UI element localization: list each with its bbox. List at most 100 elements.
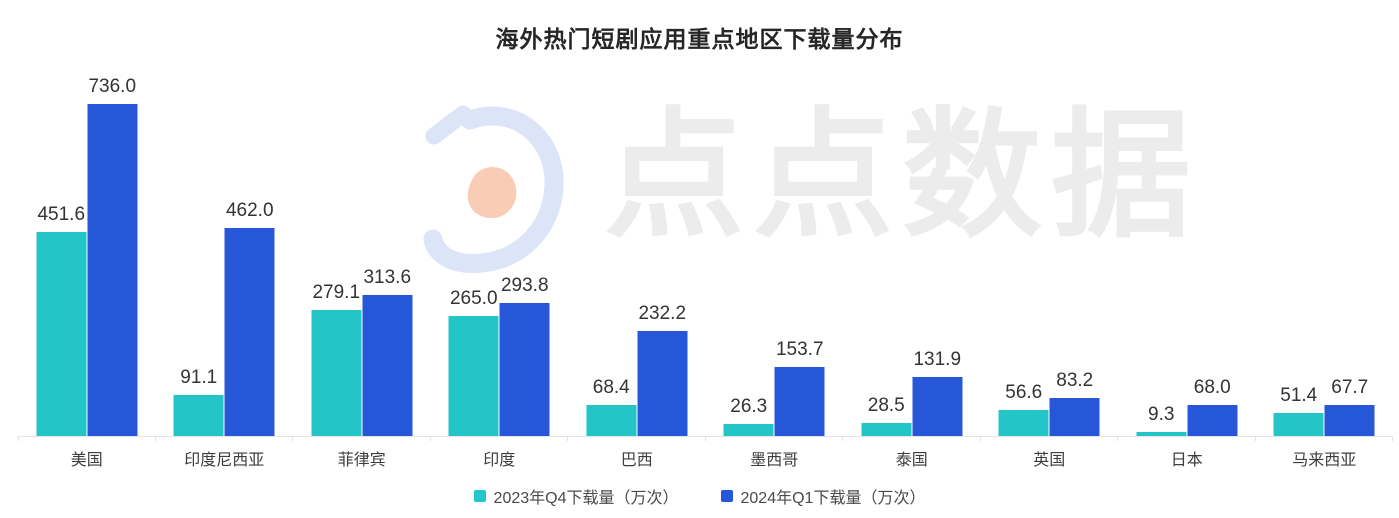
legend: 2023年Q4下载量（万次） 2024年Q1下载量（万次）: [0, 484, 1399, 508]
value-label: 9.3: [1148, 403, 1175, 425]
bar-column: 313.6: [362, 266, 413, 436]
bar-2023-q4: [1273, 412, 1324, 436]
bar-column: 91.1: [173, 366, 224, 436]
value-label: 265.0: [449, 288, 498, 310]
legend-label: 2024年Q1下载量（万次）: [740, 490, 926, 507]
chart-title: 海外热门短剧应用重点地区下载量分布: [495, 26, 904, 52]
bar-2023-q4: [998, 410, 1049, 436]
bar-2024-q1: [87, 104, 138, 436]
bar-column: 462.0: [224, 200, 275, 436]
bar-2024-q1: [499, 303, 550, 436]
value-label: 279.1: [312, 282, 361, 304]
category-group: 56.6 83.2 英国: [981, 100, 1118, 469]
bar-2023-q4: [36, 232, 87, 436]
bar-column: 51.4: [1273, 385, 1324, 436]
value-label: 56.6: [1005, 382, 1043, 404]
bar-2024-q1: [1049, 398, 1100, 436]
bar-group: 68.4 232.2: [586, 303, 688, 436]
value-label: 68.0: [1193, 377, 1231, 399]
value-label: 153.7: [775, 338, 824, 360]
category-label: 巴西: [620, 452, 653, 469]
bar-2023-q4: [1136, 431, 1187, 436]
bar-column: 279.1: [311, 282, 362, 436]
value-label: 313.6: [363, 266, 412, 288]
bar-2024-q1: [774, 366, 825, 436]
axis-tick: [154, 436, 156, 441]
axis-tick: [842, 436, 843, 441]
category-group: 265.0 293.8 印度: [431, 100, 568, 469]
bar-group: 28.5 131.9: [861, 348, 963, 436]
category-group: 68.4 232.2 巴西: [568, 100, 706, 469]
category-group: 279.1 313.6 菲律宾: [293, 100, 431, 469]
axis-tick: [979, 436, 981, 441]
bar-column: 153.7: [774, 338, 825, 436]
bar-group: 56.6 83.2: [998, 370, 1100, 436]
value-label: 83.2: [1056, 370, 1094, 392]
axis-tick: [18, 436, 19, 441]
bar-2024-q1: [1324, 405, 1375, 436]
bar-column: 232.2: [637, 303, 688, 436]
category-label: 墨西哥: [750, 452, 799, 469]
bar-2024-q1: [362, 294, 413, 436]
bar-column: 56.6: [998, 382, 1049, 436]
axis-tick: [292, 436, 293, 441]
value-label: 232.2: [638, 303, 687, 325]
axis-tick: [1392, 436, 1393, 441]
bar-group: 265.0 293.8: [448, 275, 550, 436]
plot-area: 451.6 736.0 美国 91.1 462.0 印度尼西亚 279.1 313.6 菲律宾 2…: [18, 76, 1393, 469]
bar-2023-q4: [173, 394, 224, 436]
bar-column: 265.0: [448, 288, 499, 436]
category-group: 28.5 131.9 泰国: [843, 100, 981, 469]
category-group: 26.3 153.7 墨西哥: [706, 100, 843, 469]
bar-2024-q1: [1187, 405, 1238, 436]
category-group: 91.1 462.0 印度尼西亚: [156, 100, 293, 469]
bar-column: 83.2: [1049, 370, 1100, 436]
value-label: 736.0: [88, 76, 137, 97]
value-label: 131.9: [913, 348, 962, 370]
bar-group: 279.1 313.6: [311, 266, 413, 436]
bar-2023-q4: [586, 405, 637, 436]
legend-item-2024-q1: 2024年Q1下载量（万次）: [720, 484, 926, 508]
bar-group: 451.6 736.0: [36, 76, 138, 436]
category-label: 菲律宾: [337, 452, 386, 469]
bar-2023-q4: [723, 424, 774, 436]
category-label: 印度尼西亚: [184, 452, 265, 469]
bar-column: 451.6: [36, 204, 87, 436]
value-label: 68.4: [592, 377, 630, 399]
bar-group: 26.3 153.7: [723, 338, 825, 436]
axis-tick: [1117, 436, 1118, 441]
bar-column: 131.9: [912, 348, 963, 436]
bar-column: 68.0: [1187, 377, 1238, 436]
category-group: 51.4 67.7 马来西亚: [1256, 100, 1393, 469]
bar-2023-q4: [861, 423, 912, 436]
value-label: 26.3: [730, 396, 768, 418]
bar-2024-q1: [637, 331, 688, 436]
bar-2023-q4: [311, 310, 362, 436]
category-label: 美国: [70, 452, 103, 469]
bar-2024-q1: [912, 376, 963, 436]
value-label: 293.8: [500, 275, 549, 297]
axis-tick: [1254, 436, 1256, 441]
category-label: 马来西亚: [1292, 452, 1357, 469]
axis-tick: [429, 436, 431, 441]
bar-column: 26.3: [723, 396, 774, 436]
value-label: 91.1: [180, 366, 218, 388]
category-label: 日本: [1170, 452, 1203, 469]
category-label: 英国: [1033, 452, 1066, 469]
bar-group: 9.3 68.0: [1136, 377, 1238, 436]
category-group: 9.3 68.0 日本: [1118, 100, 1256, 469]
bar-2023-q4: [448, 316, 499, 436]
bar-column: 293.8: [499, 275, 550, 436]
bar-column: 28.5: [861, 395, 912, 436]
value-label: 28.5: [867, 395, 905, 417]
bar-column: 68.4: [586, 377, 637, 436]
axis-tick: [704, 436, 706, 441]
category-label: 泰国: [895, 452, 928, 469]
legend-label: 2023年Q4下载量（万次）: [493, 490, 679, 507]
legend-item-2023-q4: 2023年Q4下载量（万次）: [473, 484, 679, 508]
category-group: 451.6 736.0 美国: [18, 76, 156, 469]
value-label: 451.6: [37, 204, 86, 226]
legend-swatch-icon: [720, 490, 733, 502]
bar-group: 91.1 462.0: [173, 200, 275, 436]
